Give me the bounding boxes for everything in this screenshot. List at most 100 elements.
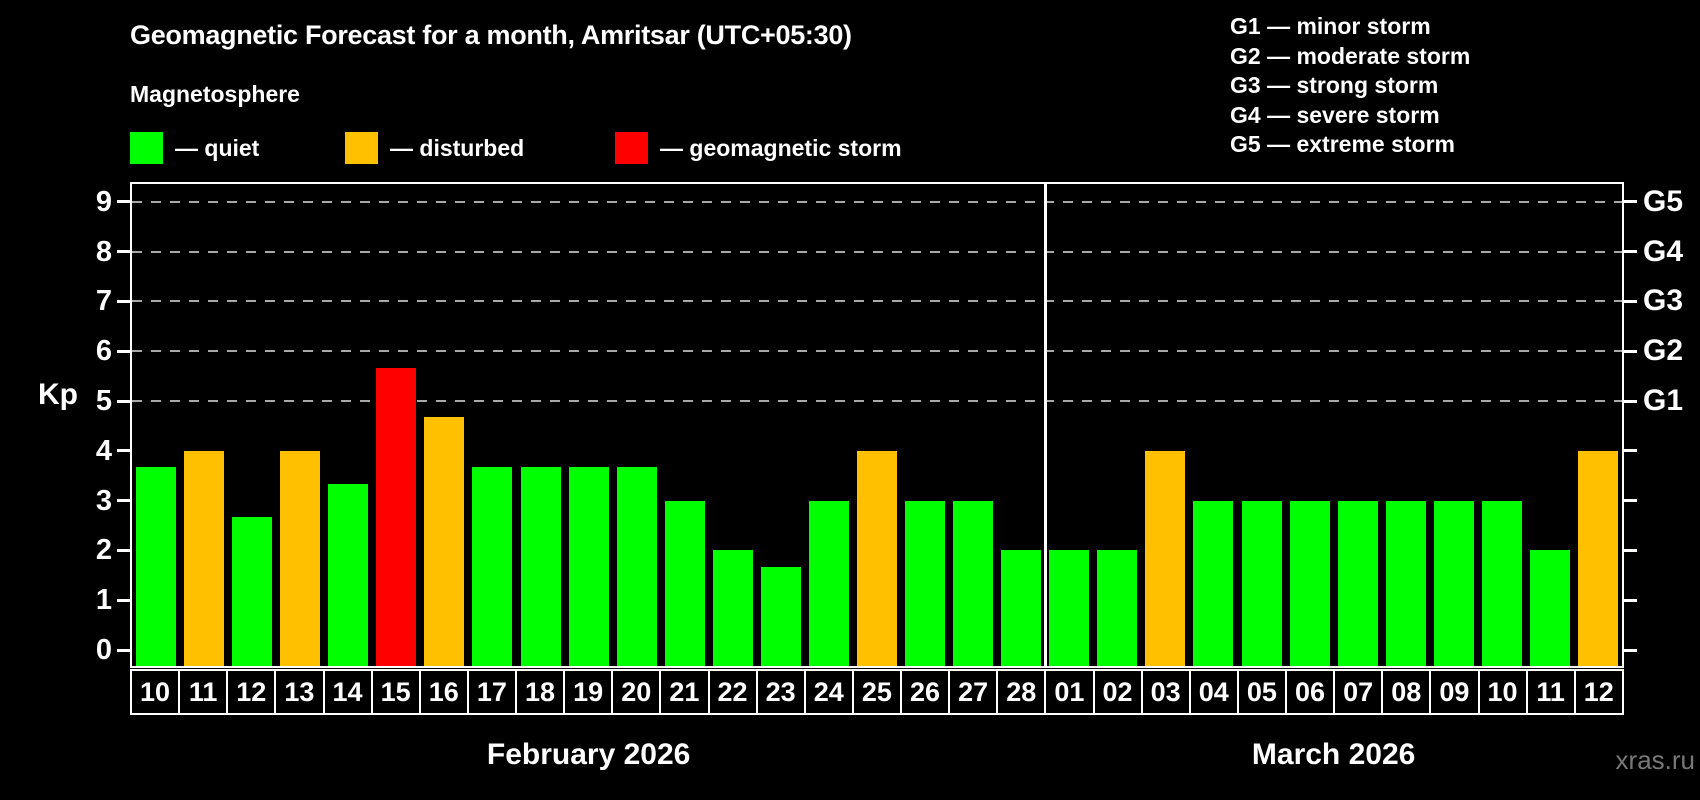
gridline-kp7 xyxy=(132,300,1622,303)
plot-area xyxy=(130,182,1624,668)
right-axis-tick-6 xyxy=(1624,349,1637,353)
gridline-kp6 xyxy=(132,350,1622,353)
right-axis-tick-3 xyxy=(1624,499,1637,503)
date-cell-10: 10 xyxy=(132,671,181,713)
kp-bar-26 xyxy=(905,500,946,666)
left-axis-tick-4 xyxy=(117,449,130,453)
legend-label-disturbed: — disturbed xyxy=(390,134,525,161)
watermark: xras.ru xyxy=(1615,745,1695,775)
date-cell-27: 27 xyxy=(950,671,999,713)
storm-scale-legend: G1 — minor storm G2 — moderate storm G3 — … xyxy=(1230,12,1470,160)
kp-bar-27 xyxy=(953,500,994,666)
date-cell-22: 22 xyxy=(710,671,758,713)
gridline-kp9 xyxy=(132,200,1622,203)
month-label: March 2026 xyxy=(1251,738,1416,771)
storm-scale-legend-line: G2 — moderate storm xyxy=(1230,42,1471,69)
date-cell-24: 24 xyxy=(806,671,854,713)
right-axis-tick-9 xyxy=(1624,200,1637,204)
date-cell-23: 23 xyxy=(758,671,806,713)
storm-scale-legend-line: G5 — extreme storm xyxy=(1230,131,1455,157)
kp-bar-25 xyxy=(857,450,897,666)
kp-bar-12 xyxy=(232,517,273,666)
g-scale-label-G4: G4 xyxy=(1643,234,1684,268)
kp-bar-12 xyxy=(1577,450,1618,666)
date-cell-25: 25 xyxy=(854,671,902,713)
kp-bar-11 xyxy=(1529,550,1570,666)
date-cell-16: 16 xyxy=(421,671,469,713)
kp-bar-23 xyxy=(760,566,801,666)
kp-bar-10 xyxy=(136,467,177,666)
kp-bar-28 xyxy=(1001,550,1042,666)
right-axis-tick-7 xyxy=(1624,299,1637,303)
right-axis-tick-4 xyxy=(1624,449,1637,453)
left-axis-tick-3 xyxy=(117,499,130,503)
date-cell-09: 09 xyxy=(1431,671,1480,713)
y-tick-label-0: 0 xyxy=(95,634,112,666)
left-axis-tick-5 xyxy=(117,399,130,403)
date-cell-17: 17 xyxy=(469,671,517,713)
date-cell-20: 20 xyxy=(613,671,662,713)
legend-item-storm: — geomagnetic storm xyxy=(615,131,902,165)
date-cell-18: 18 xyxy=(517,671,566,713)
y-tick-label-8: 8 xyxy=(95,235,112,268)
kp-bar-24 xyxy=(808,500,849,666)
kp-bar-15 xyxy=(376,367,417,666)
right-axis-tick-5 xyxy=(1624,399,1637,403)
date-cell-19: 19 xyxy=(565,671,614,713)
legend-item-disturbed: — disturbed xyxy=(345,131,524,165)
left-axis-tick-7 xyxy=(117,299,130,303)
right-axis-tick-2 xyxy=(1624,548,1637,552)
date-cell-07: 07 xyxy=(1335,671,1384,713)
date-cell-12: 12 xyxy=(1583,676,1614,707)
y-tick-label-6: 6 xyxy=(95,335,112,368)
date-cell-02: 02 xyxy=(1095,671,1143,713)
left-axis-tick-8 xyxy=(117,250,130,254)
left-axis-tick-6 xyxy=(117,349,130,353)
date-cell-01: 01 xyxy=(1046,671,1095,713)
kp-bar-19 xyxy=(568,467,609,666)
date-cell-06: 06 xyxy=(1287,671,1336,713)
y-tick-label-2: 2 xyxy=(95,534,112,567)
g-scale-label-G5: G5 xyxy=(1643,184,1684,218)
y-tick-label-5: 5 xyxy=(95,385,112,417)
kp-bar-17 xyxy=(472,467,513,666)
y-tick-label-4: 4 xyxy=(95,434,112,467)
kp-bar-10 xyxy=(1481,500,1522,666)
date-cell-12: 12 xyxy=(228,671,277,713)
gridline-kp5 xyxy=(132,400,1622,402)
month-label: February 2026 xyxy=(486,738,691,771)
date-cell-14: 14 xyxy=(325,671,373,713)
kp-bar-11 xyxy=(184,450,225,666)
kp-bar-08 xyxy=(1385,500,1426,666)
g-scale-label-G2: G2 xyxy=(1643,334,1684,368)
kp-bar-14 xyxy=(328,484,369,666)
kp-bar-21 xyxy=(664,500,705,666)
kp-bar-16 xyxy=(424,417,465,666)
date-cell-26: 26 xyxy=(902,671,951,713)
date-cell-03: 03 xyxy=(1143,671,1191,713)
kp-bar-18 xyxy=(520,467,561,666)
kp-bar-22 xyxy=(712,550,753,666)
kp-bar-02 xyxy=(1097,550,1138,666)
date-cell-15: 15 xyxy=(373,671,421,713)
gridline-kp8 xyxy=(132,250,1622,253)
left-axis-tick-1 xyxy=(117,598,130,602)
page-title: Geomagnetic Forecast for a month, Amrits… xyxy=(130,20,852,50)
date-cell-08: 08 xyxy=(1383,671,1432,713)
y-tick-label-7: 7 xyxy=(95,285,112,318)
quiet-color-swatch xyxy=(130,132,163,164)
disturbed-color-swatch xyxy=(345,132,378,164)
y-tick-label-9: 9 xyxy=(95,185,112,218)
kp-bar-20 xyxy=(616,467,657,666)
g-scale-label-G1: G1 xyxy=(1643,384,1684,417)
right-axis-tick-0 xyxy=(1624,648,1637,652)
legend-label-storm: — geomagnetic storm xyxy=(660,134,902,161)
storm-scale-legend-line: G4 — severe storm xyxy=(1230,101,1440,128)
left-axis-tick-9 xyxy=(117,200,130,204)
kp-bar-07 xyxy=(1337,500,1378,666)
month-divider xyxy=(1043,184,1047,666)
kp-bar-01 xyxy=(1049,550,1090,666)
legend-item-quiet: — quiet xyxy=(130,131,259,165)
legend-label-quiet: — quiet xyxy=(175,134,260,161)
